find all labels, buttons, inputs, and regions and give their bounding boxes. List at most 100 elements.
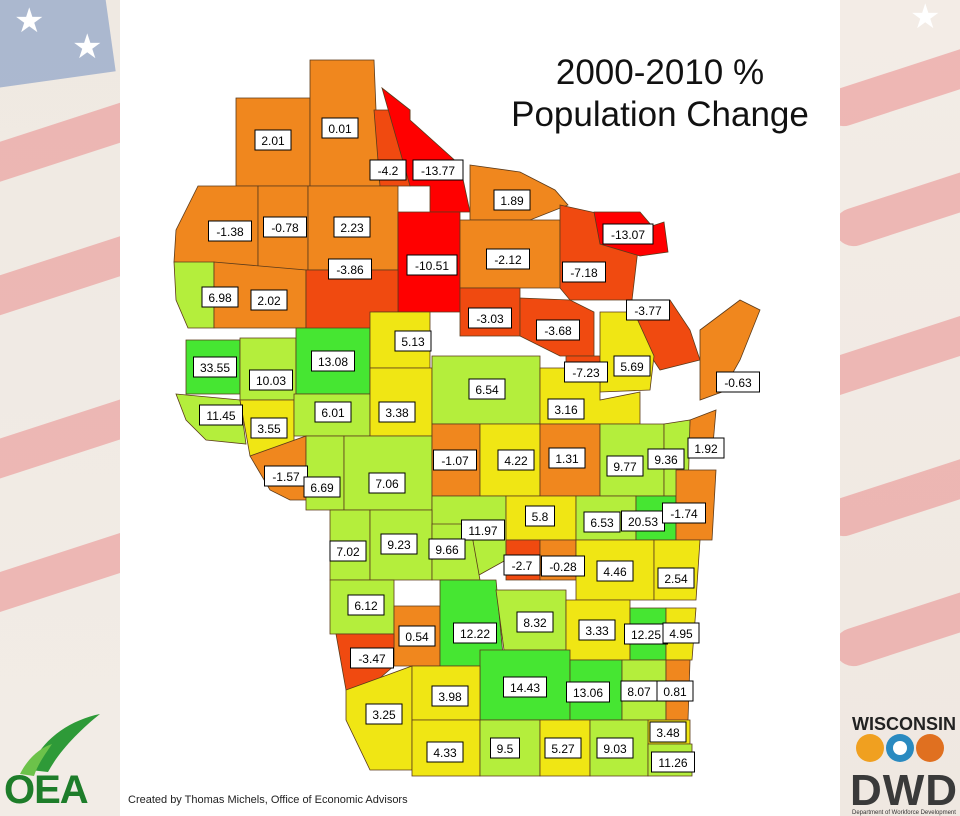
county-label-box — [254, 129, 292, 151]
county-label-box — [541, 555, 585, 577]
county-label-text: 13.06 — [573, 686, 603, 700]
county-shape — [699, 299, 761, 401]
county-label: -13.77 — [412, 159, 464, 181]
county-label-box — [428, 538, 466, 560]
county-label-text: 9.77 — [613, 460, 637, 474]
county-label-box — [378, 401, 416, 423]
county-label-text: 1.92 — [694, 442, 718, 456]
county-label-box — [656, 680, 694, 702]
county-label-box — [433, 449, 477, 471]
county-label: -3.77 — [626, 299, 670, 321]
county-label-box — [657, 567, 695, 589]
county-label-text: -13.07 — [611, 228, 645, 242]
county-label-text: 8.07 — [627, 685, 651, 699]
county-label-text: 12.25 — [631, 628, 661, 642]
county-label: -3.03 — [468, 307, 512, 329]
county-label: 33.55 — [193, 356, 237, 378]
county-label: 12.22 — [453, 622, 497, 644]
county-label-text: 4.22 — [504, 454, 528, 468]
county-label-box — [662, 622, 700, 644]
county-label-text: 6.69 — [310, 481, 334, 495]
county-shape — [173, 261, 215, 329]
dwd-logo-subtitle: Department of Workforce Development — [852, 810, 956, 816]
county-label: 3.33 — [578, 619, 616, 641]
right-background-panel: ★ — [840, 0, 960, 816]
county-label-text: 11.45 — [206, 409, 235, 423]
county-label-box — [394, 330, 432, 352]
county-label-box — [314, 401, 352, 423]
county-label: 10.03 — [249, 369, 293, 391]
county-label-box — [613, 355, 651, 377]
county-label-box — [503, 554, 541, 576]
county-label-text: 14.43 — [510, 681, 540, 695]
county-label-box — [321, 117, 359, 139]
county-label-box — [249, 369, 293, 391]
county-label-text: 5.27 — [551, 742, 575, 756]
county-label-box — [544, 737, 582, 759]
county-label: 0.54 — [398, 625, 436, 647]
county-label-text: 3.33 — [585, 624, 609, 638]
county-label: 6.69 — [303, 476, 341, 498]
county-label: 0.01 — [321, 117, 359, 139]
county-label-text: -1.07 — [441, 454, 469, 468]
county-label-text: 3.98 — [438, 690, 462, 704]
county-label: -7.18 — [562, 261, 606, 283]
county-label-text: 3.25 — [372, 708, 396, 722]
map-title: 2000-2010 % Population Change — [500, 52, 820, 136]
county-label-box — [350, 647, 394, 669]
county-label: 3.38 — [378, 401, 416, 423]
county-label: 8.32 — [516, 611, 554, 633]
county-label-text: 6.54 — [475, 383, 499, 397]
dwd-logo-wisconsin: WISCONSIN — [852, 714, 957, 734]
county-label: 1.31 — [548, 447, 586, 469]
county-label-text: 9.03 — [603, 742, 627, 756]
county-label: 3.55 — [250, 417, 288, 439]
county-label-text: 3.48 — [656, 726, 680, 740]
county-label-box — [208, 220, 252, 242]
county-label: -1.07 — [433, 449, 477, 471]
county-label-box — [264, 465, 308, 487]
county-label-text: 6.12 — [354, 599, 378, 613]
county-label: 6.01 — [314, 401, 352, 423]
county-label: 2.54 — [657, 567, 695, 589]
county-label: -13.07 — [602, 223, 654, 245]
county-label-box — [368, 472, 406, 494]
county-label: 5.27 — [544, 737, 582, 759]
county-label: 7.02 — [329, 540, 367, 562]
county-label: -1.74 — [662, 502, 706, 524]
county-label-text: -3.86 — [336, 263, 364, 277]
county-label: 2.02 — [250, 289, 288, 311]
county-label: 7.06 — [368, 472, 406, 494]
county-label-box — [365, 703, 403, 725]
county-labels: 2.01 0.01 -4.2 -13.77 1.89 -1.38 -0.78 2.23 -10.… — [193, 117, 760, 773]
county-label-box — [687, 437, 725, 459]
county-label-text: 9.5 — [497, 742, 514, 756]
county-label-box — [193, 356, 237, 378]
county-shape — [305, 435, 345, 511]
county-label: -0.78 — [263, 216, 307, 238]
county-label-text: 2.54 — [664, 572, 688, 586]
county-label-text: 3.55 — [257, 422, 281, 436]
county-label-text: 3.16 — [554, 403, 578, 417]
county-label-text: -0.63 — [724, 376, 752, 390]
county-label-box — [263, 216, 307, 238]
county-label: 4.95 — [662, 622, 700, 644]
county-label-box — [516, 611, 554, 633]
county-label-text: 0.01 — [328, 122, 352, 136]
county-label-box — [329, 540, 367, 562]
county-label-text: 7.02 — [336, 545, 360, 559]
county-label: 14.43 — [503, 676, 547, 698]
county-label-box — [468, 307, 512, 329]
county-label-text: 4.33 — [433, 746, 457, 760]
county-label: 4.46 — [596, 560, 634, 582]
oea-logo-icon — [20, 714, 100, 776]
county-label-box — [468, 378, 506, 400]
county-label: 11.97 — [461, 519, 505, 541]
county-label-box — [303, 476, 341, 498]
county-label-text: 33.55 — [200, 361, 230, 375]
county-label-text: 11.26 — [658, 756, 687, 770]
county-label: 3.25 — [365, 703, 403, 725]
county-label: -10.51 — [406, 254, 458, 276]
county-label: 9.23 — [380, 533, 418, 555]
